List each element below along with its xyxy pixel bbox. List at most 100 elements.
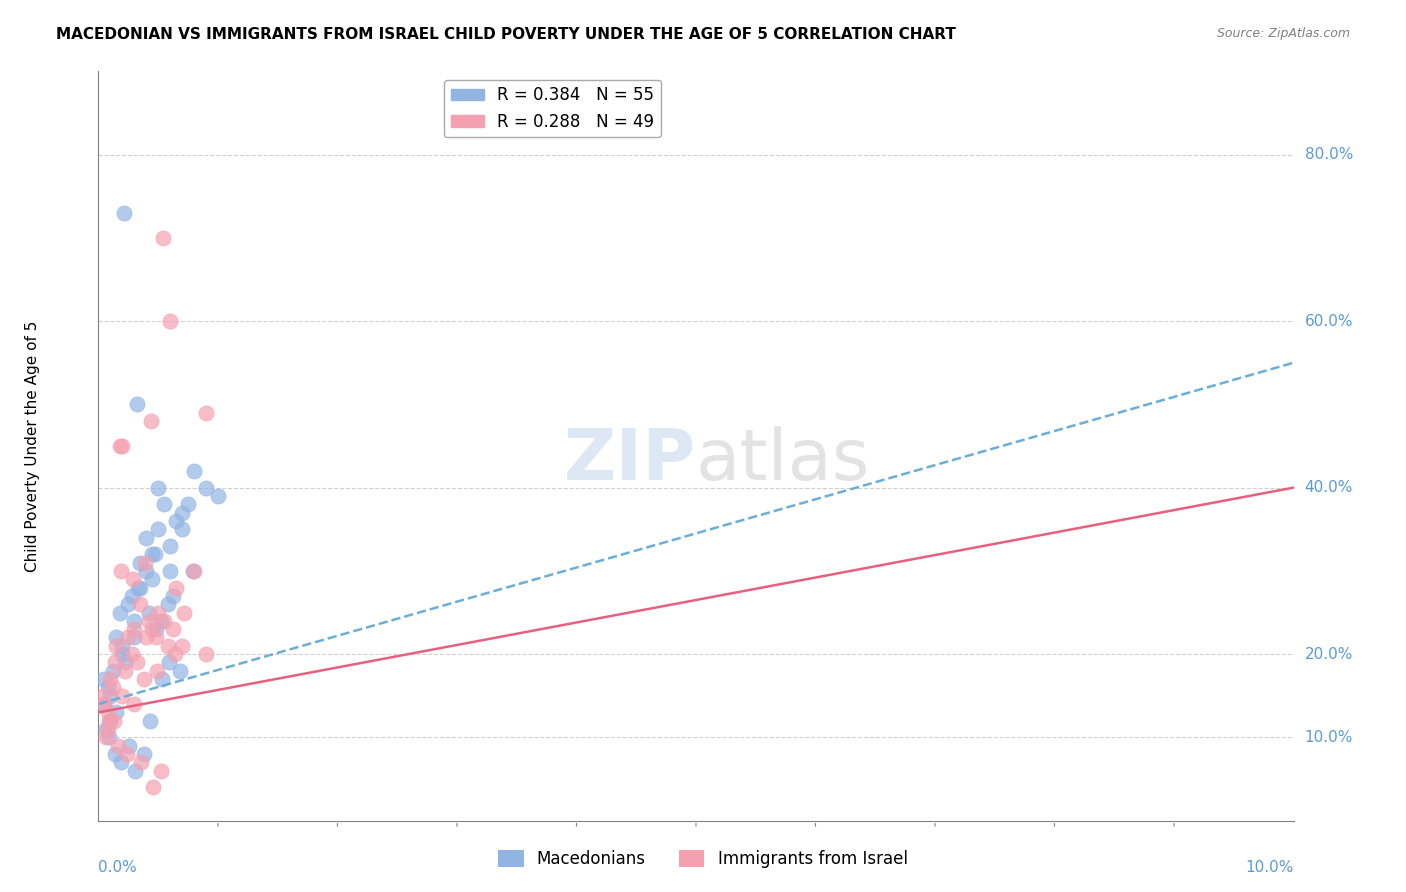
Point [110, 564, 132, 578]
Point [117, 631, 139, 645]
Point [98, 714, 122, 728]
Text: Source: ZipAtlas.com: Source: ZipAtlas.com [1216, 27, 1350, 40]
Point [104, 656, 127, 670]
Point [195, 406, 218, 420]
Point [114, 656, 136, 670]
Point [183, 464, 205, 478]
Point [94, 722, 117, 736]
Point [149, 764, 172, 778]
Point [98, 714, 121, 728]
Point [134, 556, 156, 570]
Point [150, 672, 173, 686]
Point [125, 397, 148, 411]
Legend: R = 0.384   N = 55, R = 0.288   N = 49: R = 0.384 N = 55, R = 0.288 N = 49 [444, 79, 661, 137]
Point [153, 497, 176, 511]
Point [146, 664, 169, 678]
Point [139, 714, 162, 728]
Point [162, 622, 184, 636]
Point [129, 556, 152, 570]
Point [107, 739, 129, 753]
Point [165, 581, 187, 595]
Point [97, 681, 120, 695]
Point [135, 564, 157, 578]
Text: 40.0%: 40.0% [1305, 480, 1353, 495]
Point [108, 606, 131, 620]
Point [121, 589, 143, 603]
Text: 10.0%: 10.0% [1246, 860, 1294, 874]
Point [111, 639, 134, 653]
Point [101, 664, 124, 678]
Point [91, 689, 114, 703]
Point [145, 622, 167, 636]
Legend: Macedonians, Immigrants from Israel: Macedonians, Immigrants from Israel [492, 843, 914, 875]
Point [141, 622, 163, 636]
Point [124, 622, 146, 636]
Point [124, 631, 146, 645]
Point [108, 439, 131, 453]
Point [111, 439, 134, 453]
Text: 0.0%: 0.0% [98, 860, 138, 874]
Point [110, 756, 132, 770]
Point [114, 664, 136, 678]
Point [183, 564, 205, 578]
Point [132, 672, 155, 686]
Point [148, 522, 170, 536]
Point [118, 739, 141, 753]
Point [172, 506, 194, 520]
Text: atlas: atlas [696, 426, 870, 495]
Point [142, 780, 165, 795]
Point [132, 747, 155, 761]
Point [124, 697, 146, 711]
Point [129, 597, 152, 611]
Point [177, 497, 200, 511]
Point [104, 747, 127, 761]
Point [121, 647, 143, 661]
Point [159, 539, 181, 553]
Point [159, 314, 181, 328]
Point [139, 414, 162, 428]
Point [115, 747, 138, 761]
Text: 60.0%: 60.0% [1305, 314, 1353, 328]
Point [93, 697, 115, 711]
Point [125, 656, 148, 670]
Point [117, 597, 139, 611]
Point [157, 656, 180, 670]
Point [131, 756, 153, 770]
Point [195, 647, 218, 661]
Point [149, 614, 172, 628]
Point [98, 689, 122, 703]
Point [93, 672, 115, 686]
Point [195, 481, 218, 495]
Point [124, 764, 146, 778]
Point [98, 672, 122, 686]
Text: Child Poverty Under the Age of 5: Child Poverty Under the Age of 5 [25, 320, 41, 572]
Text: 20.0%: 20.0% [1305, 647, 1353, 662]
Point [112, 206, 135, 220]
Point [138, 614, 160, 628]
Point [156, 597, 179, 611]
Point [173, 606, 195, 620]
Point [138, 606, 160, 620]
Text: 10.0%: 10.0% [1305, 730, 1353, 745]
Point [103, 714, 125, 728]
Point [159, 564, 181, 578]
Point [94, 731, 117, 745]
Text: MACEDONIAN VS IMMIGRANTS FROM ISRAEL CHILD POVERTY UNDER THE AGE OF 5 CORRELATIO: MACEDONIAN VS IMMIGRANTS FROM ISRAEL CHI… [56, 27, 956, 42]
Point [152, 231, 174, 245]
Point [156, 639, 179, 653]
Point [93, 697, 115, 711]
Point [162, 589, 184, 603]
Point [181, 564, 204, 578]
Point [122, 572, 145, 586]
Point [172, 522, 194, 536]
Text: 80.0%: 80.0% [1305, 147, 1353, 162]
Point [105, 639, 128, 653]
Point [98, 731, 121, 745]
Text: ZIP: ZIP [564, 426, 696, 495]
Point [145, 631, 167, 645]
Point [143, 547, 166, 561]
Point [153, 614, 176, 628]
Point [127, 581, 149, 595]
Point [135, 631, 157, 645]
Point [111, 647, 134, 661]
